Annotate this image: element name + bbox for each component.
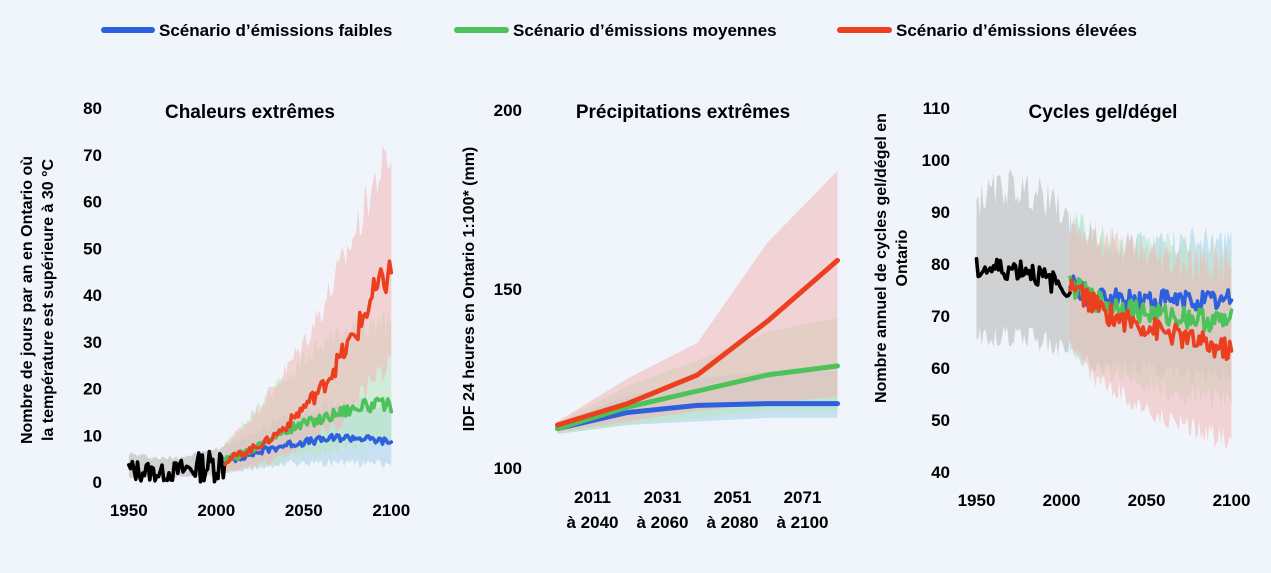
panel-extreme-precip-ylabel: IDF 24 heures en Ontario 1:100* (mm): [461, 147, 478, 432]
panel3-ytick-label: 100: [922, 151, 950, 170]
legend-high-label: Scénario d’émissions élevées: [896, 21, 1137, 40]
panel1-ytick-label: 60: [83, 193, 102, 212]
panel2-category-label: 2031 à 2060: [637, 488, 689, 532]
panel2-category-label: 2051 à 2080: [707, 488, 759, 532]
panel2-category-label: 2071 à 2100: [777, 488, 829, 532]
panel2-ytick-label: 200: [494, 101, 522, 120]
panel1-ytick-label: 10: [83, 426, 102, 445]
panel-freeze-thaw-title: Cycles gel/dégel: [1029, 102, 1178, 123]
panel2-low-series-line: [555, 401, 840, 432]
panel-freeze-thaw: Cycles gel/dégel Nombre annuel de cycles…: [873, 99, 1250, 510]
panel1-ytick-label: 20: [83, 380, 102, 399]
panel3-ytick-label: 90: [931, 203, 950, 222]
panel2-high-series-line: [555, 257, 840, 428]
panel1-ytick-label: 50: [83, 239, 102, 258]
legend-medium-label: Scénario d’émissions moyennes: [513, 21, 777, 40]
panel1-historical-series-line: [127, 449, 227, 484]
panel-extreme-heat-ylabel: Nombre de jours par an en Ontario où la t…: [19, 156, 57, 444]
legend-low-label: Scénario d’émissions faibles: [159, 21, 392, 40]
panel3-xtick-label: 2100: [1213, 491, 1251, 510]
panel3-xtick-label: 1950: [958, 491, 996, 510]
panel3-ytick-label: 70: [931, 307, 950, 326]
panel1-ytick-label: 40: [83, 286, 102, 305]
panel3-ytick-label: 80: [931, 255, 950, 274]
panel-freeze-thaw-ylabel: Nombre annuel de cycles gel/dégel en Onta…: [873, 113, 911, 403]
panel2-high-band: [557, 170, 838, 433]
panel3-high-series-line: [1068, 278, 1234, 361]
panel-extreme-heat-title: Chaleurs extrêmes: [165, 102, 335, 123]
panel3-ytick-label: 40: [931, 463, 950, 482]
panel1-xtick-label: 2100: [372, 501, 410, 520]
panel-extreme-heat: Chaleurs extrêmes Nombre de jours par an…: [19, 99, 410, 520]
panel2-ytick-label: 100: [494, 459, 522, 478]
panel3-ytick-label: 110: [923, 99, 950, 118]
panel1-ytick-label: 30: [83, 333, 102, 352]
panel3-historical-band: [976, 169, 1070, 356]
panel1-high-band: [225, 146, 392, 475]
panel1-ytick-label: 80: [83, 99, 102, 118]
panel1-xtick-label: 2050: [285, 501, 323, 520]
panel1-xtick-label: 1950: [110, 501, 148, 520]
panel3-xtick-label: 2000: [1043, 491, 1081, 510]
panel1-high-series-line: [223, 259, 394, 467]
panel-extreme-precip: Précipitations extrêmes IDF 24 heures en…: [461, 101, 840, 532]
panel2-ytick-label: 150: [494, 280, 522, 299]
panel1-low-series-line: [223, 432, 394, 466]
panel1-ytick-label: 0: [93, 473, 102, 492]
panel1-xtick-label: 2000: [197, 501, 235, 520]
panel3-medium-series-line: [1068, 275, 1234, 333]
legend: Scénario d’émissions faibles Scénario d’…: [101, 21, 1137, 40]
panel2-category-label: 2011 à 2040: [567, 488, 619, 532]
panel3-ytick-label: 50: [931, 411, 950, 430]
panel3-historical-series-line: [974, 257, 1072, 298]
panel3-xtick-label: 2050: [1128, 491, 1166, 510]
panel2-medium-series-line: [555, 363, 840, 432]
panel3-ytick-label: 60: [931, 359, 950, 378]
panel1-ytick-label: 70: [83, 146, 102, 165]
panel-extreme-precip-title: Précipitations extrêmes: [576, 102, 790, 123]
panel3-high-band: [1070, 216, 1232, 450]
